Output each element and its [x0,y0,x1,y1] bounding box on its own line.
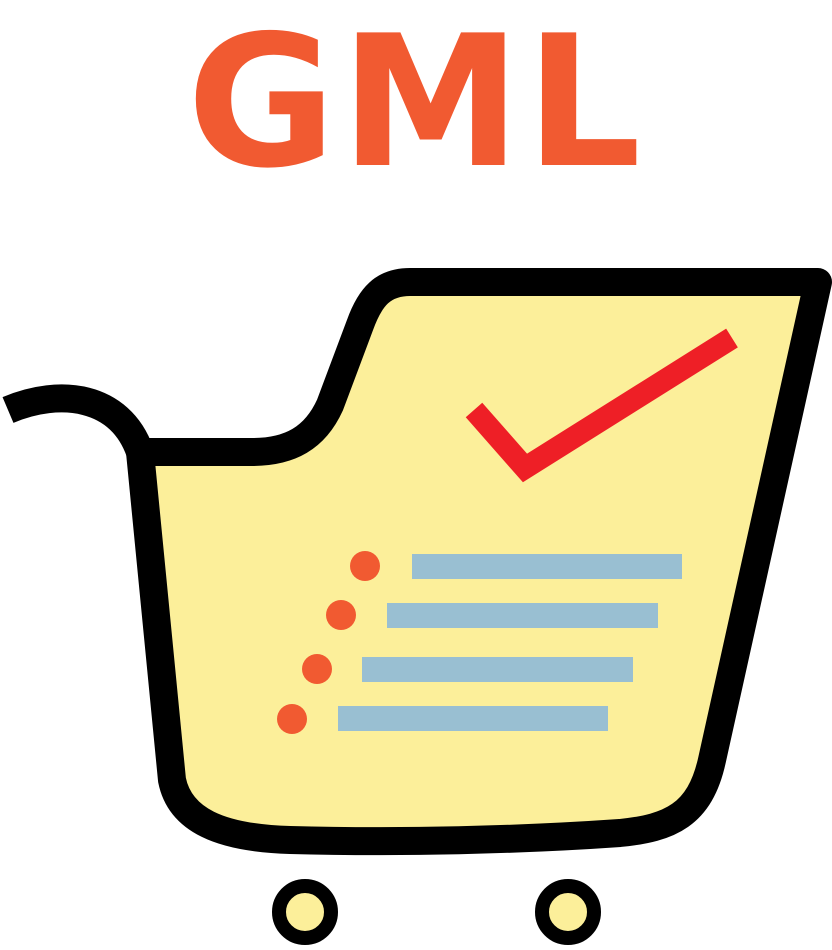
cart-wheel-right [535,879,601,945]
cart-wheel-left [272,879,338,945]
list-line [362,657,633,682]
list-line [387,603,658,628]
list-line [412,554,682,579]
list-line [338,706,608,731]
logo-title: GML [186,0,646,208]
list-bullet [326,600,356,630]
list-bullet [302,654,332,684]
checkmark-icon [465,328,738,483]
list-bullet [277,704,307,734]
list-icon [277,551,682,734]
list-bullet [350,551,380,581]
cart-handle [2,384,154,458]
